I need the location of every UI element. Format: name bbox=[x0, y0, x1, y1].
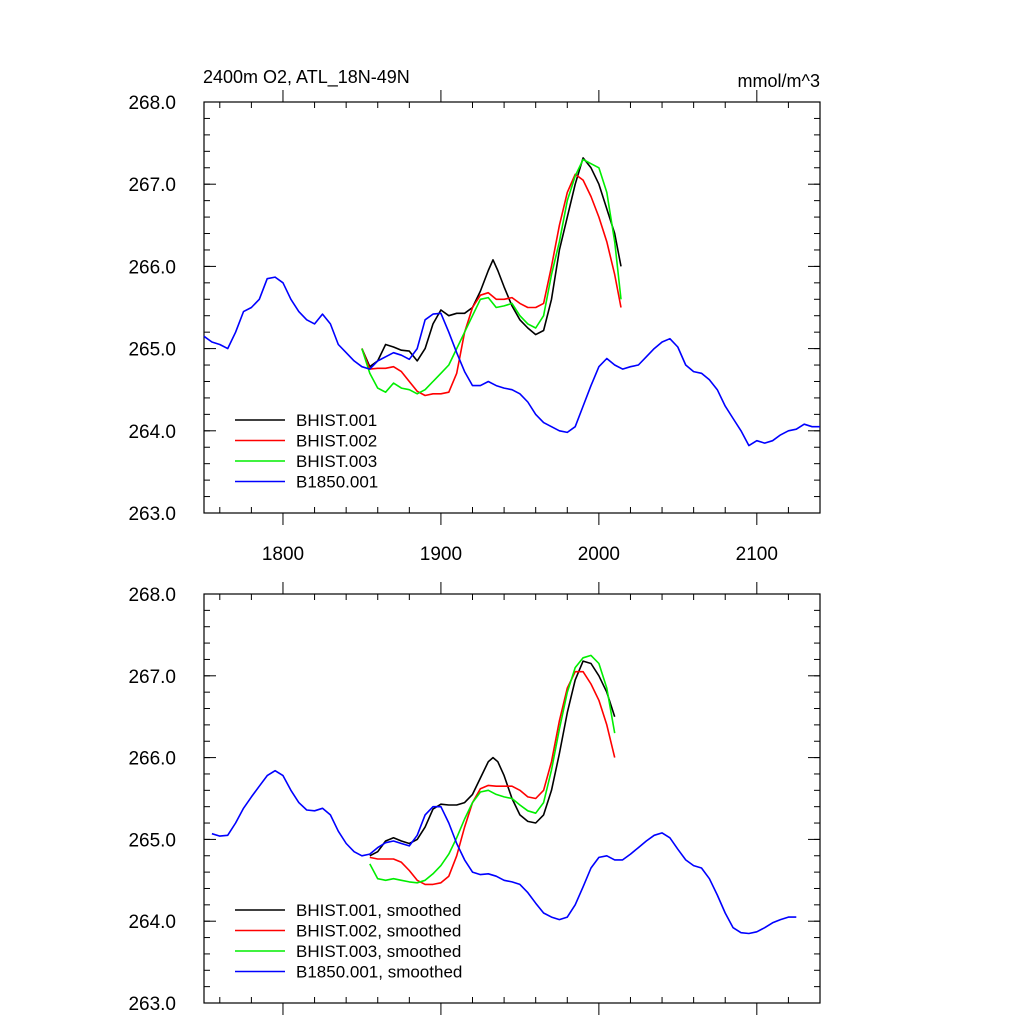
series-line-0 bbox=[369, 660, 616, 857]
x-tick-label: 1900 bbox=[420, 544, 462, 565]
x-tick-label: 2000 bbox=[578, 544, 620, 565]
y-tick-label: 268.0 bbox=[128, 93, 176, 114]
series-line-3 bbox=[203, 276, 820, 447]
legend-label: B1850.001 bbox=[296, 473, 378, 492]
legend-label: BHIST.003, smoothed bbox=[296, 942, 461, 961]
y-tick-label: 263.0 bbox=[128, 994, 176, 1015]
series-line-0 bbox=[361, 157, 622, 368]
x-tick-label: 2100 bbox=[736, 544, 778, 565]
legend-label: BHIST.001 bbox=[296, 411, 377, 430]
y-tick-label: 268.0 bbox=[128, 585, 176, 606]
legend-label: BHIST.001, smoothed bbox=[296, 901, 461, 920]
series-line-1 bbox=[369, 670, 616, 886]
y-tick-label: 266.0 bbox=[128, 749, 176, 770]
legend-label: B1850.001, smoothed bbox=[296, 963, 462, 982]
legend-label: BHIST.002, smoothed bbox=[296, 922, 461, 941]
series-line-1 bbox=[361, 173, 622, 397]
y-tick-label: 266.0 bbox=[128, 257, 176, 278]
y-tick-label: 265.0 bbox=[128, 830, 176, 851]
y-tick-label: 264.0 bbox=[128, 912, 176, 933]
y-tick-label: 267.0 bbox=[128, 175, 176, 196]
y-tick-label: 263.0 bbox=[128, 504, 176, 525]
series-line-3 bbox=[211, 769, 797, 935]
series-line-2 bbox=[369, 654, 616, 884]
x-tick-label: 1800 bbox=[262, 544, 304, 565]
chart-title: 2400m O2, ATL_18N-49N bbox=[203, 67, 410, 88]
plot-frame bbox=[203, 593, 821, 1004]
y-tick-label: 264.0 bbox=[128, 422, 176, 443]
top-panel: 2400m O2, ATL_18N-49N mmol/m^3 263.0 264.… bbox=[128, 67, 821, 565]
units-label: mmol/m^3 bbox=[738, 71, 820, 91]
legend-label: BHIST.003 bbox=[296, 452, 377, 471]
y-tick-label: 265.0 bbox=[128, 340, 176, 361]
y-tick-label: 267.0 bbox=[128, 667, 176, 688]
bottom-panel: 263.0 264.0 265.0 266.0 267.0 268.0 BHIST.001,… bbox=[128, 582, 821, 1015]
plot-frame bbox=[203, 101, 821, 514]
legend-label: BHIST.002 bbox=[296, 432, 377, 451]
series-line-2 bbox=[361, 158, 622, 395]
